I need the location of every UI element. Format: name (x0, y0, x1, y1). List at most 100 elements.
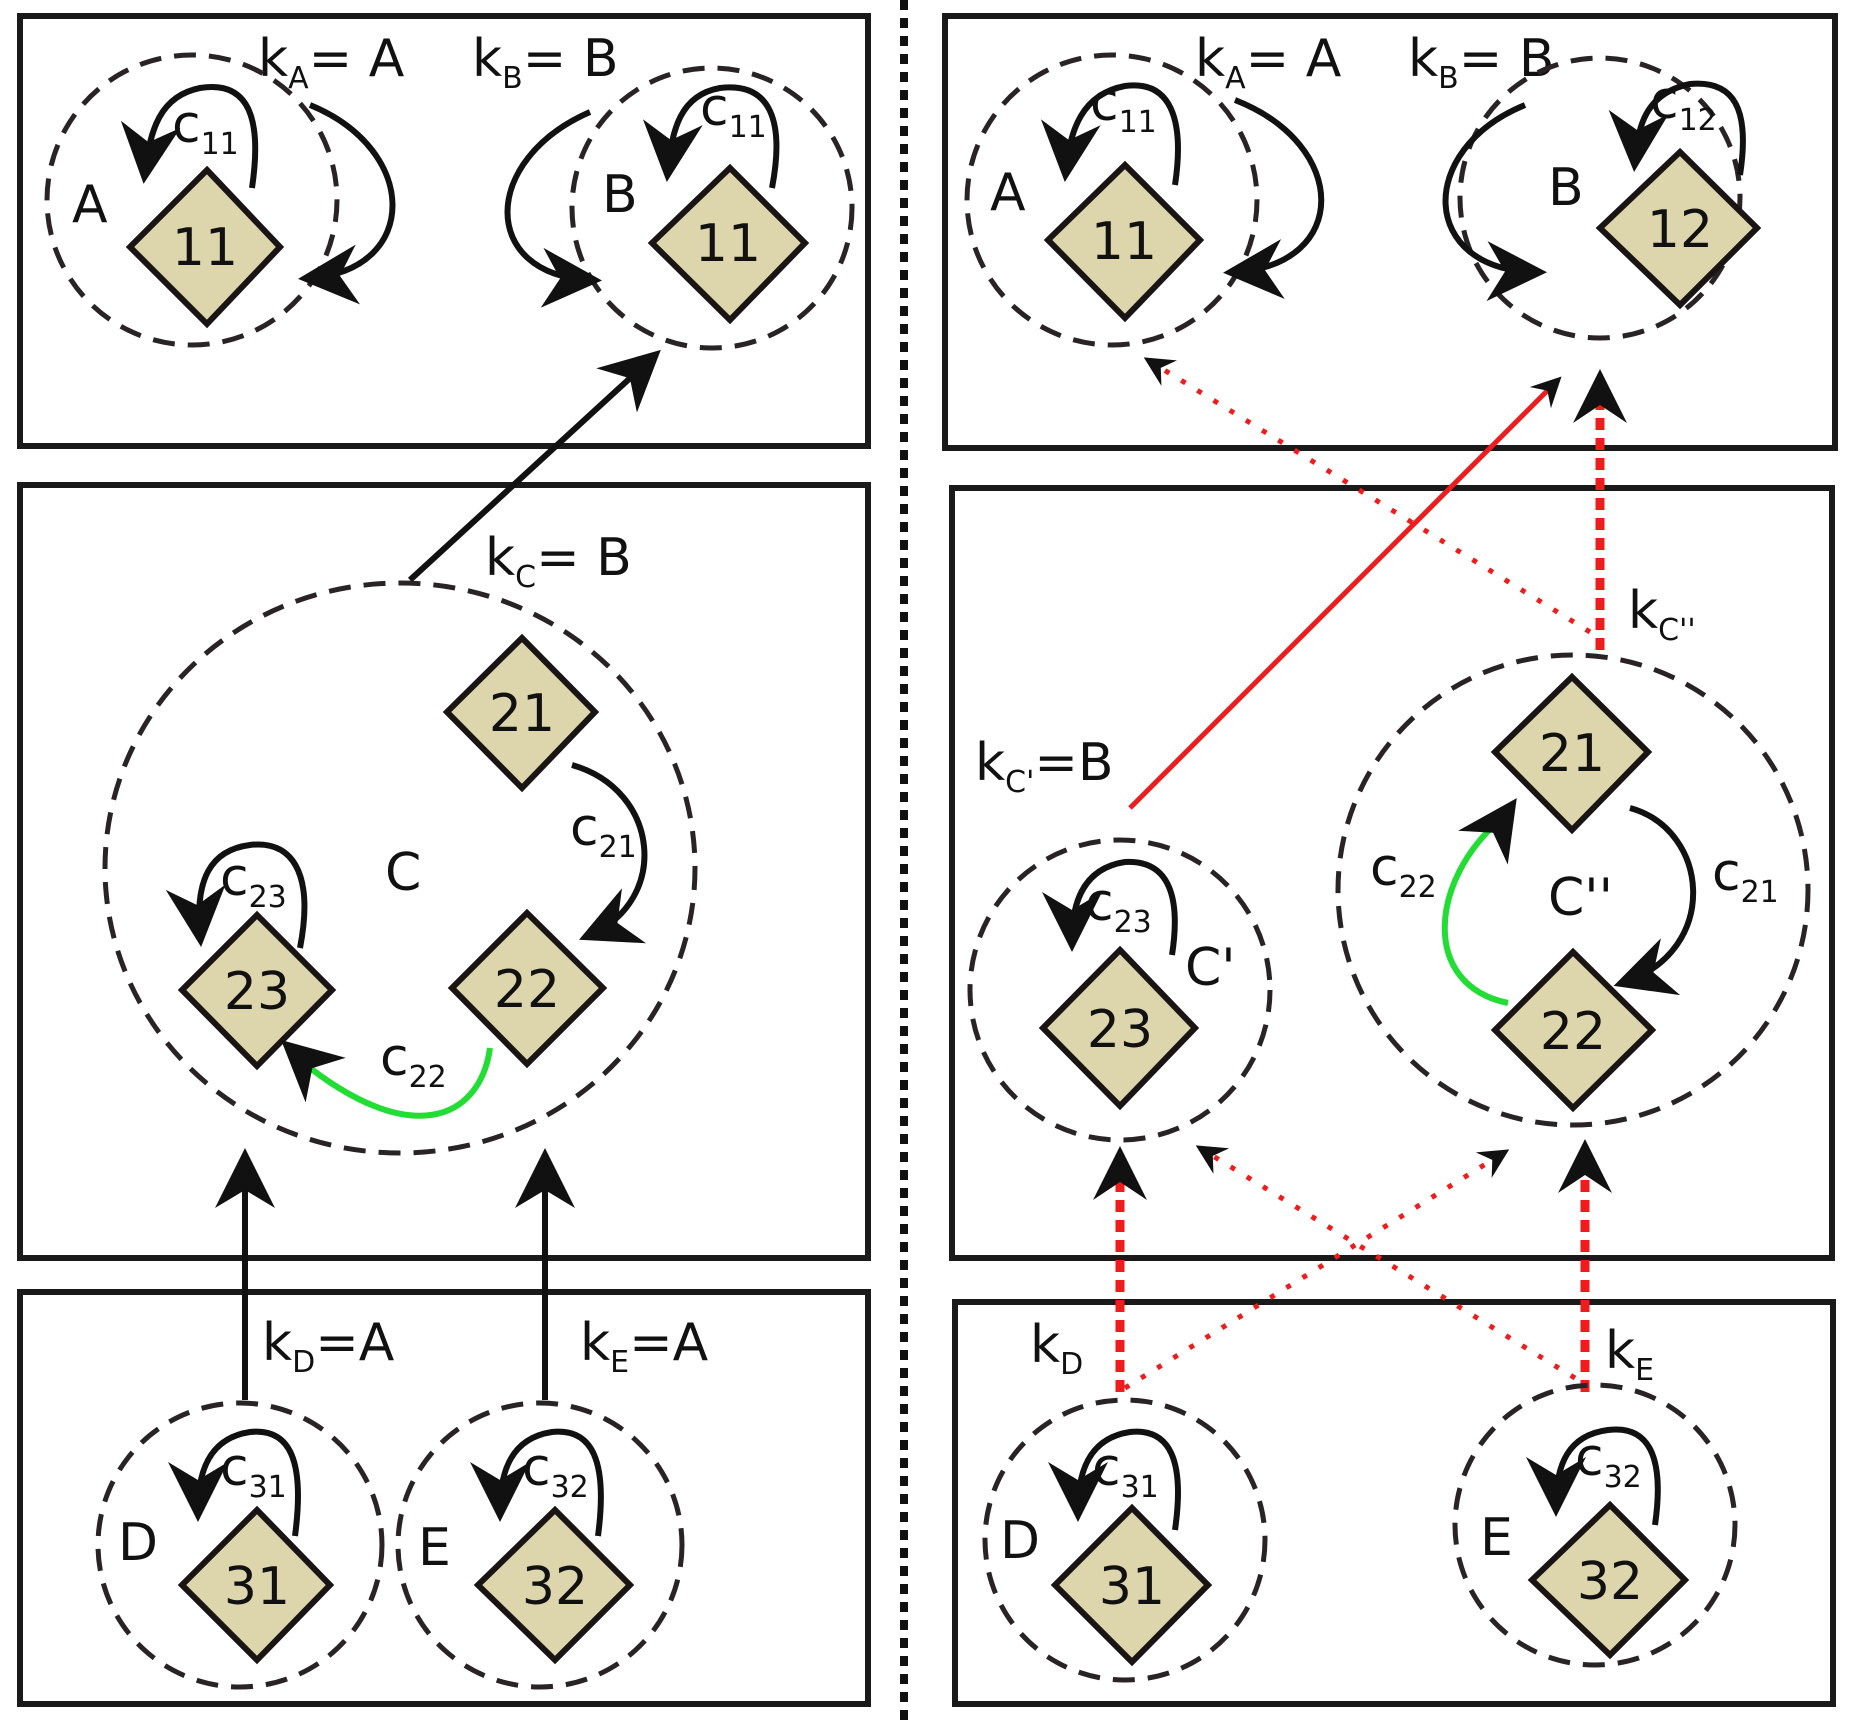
left-cluster-d-c-label: c31 (220, 1438, 287, 1505)
right-node-21 (1490, 672, 1653, 835)
left-c21-label: c21 (570, 798, 637, 865)
left-arrow-b-loop (504, 109, 602, 308)
right-self-loop-c31 (1048, 1428, 1181, 1531)
left-cluster-e-ring (395, 1400, 685, 1690)
left-cluster-e-c-label: c32 (522, 1438, 589, 1505)
left-node-32-label: 32 (522, 1557, 588, 1617)
right-cluster-e-ring (1452, 1382, 1738, 1668)
right-cluster-b-c-label: c12 (1650, 71, 1717, 138)
right-cluster-d-name: D (1000, 1511, 1040, 1571)
right-self-loop-c12 (1608, 80, 1746, 176)
right-node-32-label: 32 (1577, 1552, 1643, 1612)
right-key-b-label: kB= B (1408, 29, 1555, 96)
right-node-23 (1038, 945, 1200, 1111)
left-key-c-label: kC= B (485, 528, 632, 595)
left-top-panel (17, 13, 871, 449)
left-arrow-c21 (571, 762, 648, 944)
left-cluster-a-ring (44, 52, 340, 348)
right-self-loop-c32 (1526, 1426, 1661, 1526)
right-cluster-c2-name: C'' (1548, 868, 1613, 928)
right-cluster-c1-name: C' (1185, 938, 1236, 998)
right-arrow-a-loop (1223, 97, 1325, 299)
left-cluster-b-name: B (602, 165, 638, 225)
right-node-22-label: 22 (1540, 1002, 1606, 1062)
left-cluster-a-name: A (72, 175, 108, 235)
left-node-22-label: 22 (494, 960, 560, 1020)
left-cluster-b-ring (569, 65, 855, 351)
right-node-11-a (1043, 160, 1205, 323)
left-arrow-a-loop (298, 102, 396, 305)
right-key-c1-label: kC'=B (975, 733, 1114, 800)
right-arrow-b-loop (1442, 102, 1547, 302)
right-node-31-label: 31 (1099, 1557, 1165, 1617)
left-figure: kA= A kB= B A c11 11 B c11 11 kC= B C 21… (17, 13, 871, 1707)
right-c22-label: c22 (1370, 838, 1437, 905)
left-cluster-c-name: C (385, 843, 421, 903)
right-arrowhead-c22 (1458, 798, 1517, 865)
right-node-21-label: 21 (1539, 724, 1605, 784)
left-cluster-b-c-label: c11 (700, 78, 767, 145)
left-key-a-label: kA= A (258, 29, 405, 96)
right-top-panel (942, 13, 1838, 451)
right-red-dotted-d-to-c2 (1123, 1149, 1510, 1391)
right-cluster-a-ring (964, 52, 1260, 348)
right-cluster-e-c-label: c32 (1575, 1428, 1642, 1495)
right-self-loop-c11-a (1040, 82, 1181, 186)
right-green-edge-c22 (1441, 817, 1509, 1006)
left-self-loop-c32 (470, 1428, 604, 1537)
right-key-e-label: kE (1605, 1321, 1654, 1388)
right-node-31 (1050, 1503, 1213, 1667)
right-cluster-b-name: B (1548, 158, 1584, 218)
right-cluster-c1-ring (967, 837, 1273, 1143)
right-figure: kA= A kB= B A c11 11 B c12 12 kC'=B kC''… (942, 13, 1838, 1707)
left-c23-label: c23 (220, 848, 287, 915)
right-node-22 (1490, 947, 1657, 1113)
left-node-21 (442, 633, 600, 793)
right-cluster-b-ring (1457, 55, 1743, 341)
left-node-11-a (125, 165, 285, 329)
right-key-d-label: kD (1030, 1315, 1083, 1382)
left-middle-panel (17, 482, 871, 1261)
left-node-11-b (647, 163, 810, 325)
left-cluster-d-ring (95, 1400, 385, 1690)
left-cluster-e-name: E (418, 1518, 451, 1578)
left-self-loop-c11-a (120, 84, 259, 189)
left-key-e-label: kE=A (580, 1313, 709, 1380)
left-node-23-label: 23 (224, 962, 290, 1022)
right-self-loop-c23 (1042, 858, 1178, 956)
left-node-31-label: 31 (224, 1557, 290, 1617)
right-middle-panel (949, 485, 1835, 1261)
right-cluster-a-c-label: c11 (1090, 73, 1157, 140)
left-node-21-label: 21 (489, 684, 555, 744)
right-key-a-label: kA= A (1195, 29, 1342, 96)
left-arrow-c-to-b (407, 349, 661, 583)
left-node-22 (447, 908, 608, 1069)
right-node-12 (1595, 147, 1762, 310)
right-key-c2-label: kC'' (1628, 581, 1696, 648)
right-c21-label: c21 (1712, 843, 1779, 910)
right-red-edge-c1-to-b (1128, 376, 1562, 810)
right-arrow-c21 (1613, 805, 1697, 996)
left-node-11-b-label: 11 (695, 214, 761, 274)
left-cluster-c-ring (102, 580, 698, 1156)
left-self-loop-c23 (165, 841, 308, 949)
right-cluster-c2-ring (1335, 652, 1811, 1128)
left-self-loop-c11-b (642, 84, 780, 189)
right-red-dotted-c2-to-a (1143, 357, 1592, 635)
right-cluster-d-c-label: c31 (1092, 1438, 1159, 1505)
left-key-d-label: kD=A (262, 1313, 395, 1380)
right-cluster-c1-c-label: c23 (1085, 873, 1152, 940)
left-key-b-label: kB= B (472, 29, 619, 96)
left-node-11-a-label: 11 (172, 218, 238, 278)
right-node-11-a-label: 11 (1091, 212, 1157, 272)
right-bottom-panel (952, 1299, 1836, 1707)
left-self-loop-c31 (168, 1428, 301, 1537)
right-cluster-a-name: A (990, 163, 1026, 223)
right-node-23-label: 23 (1087, 1000, 1153, 1060)
left-arrowhead-c22 (281, 1039, 346, 1103)
right-red-dotted-e-to-c1 (1195, 1145, 1577, 1381)
right-node-32 (1527, 1500, 1690, 1660)
left-node-32 (473, 1505, 635, 1665)
left-c22-label: c22 (380, 1028, 447, 1095)
